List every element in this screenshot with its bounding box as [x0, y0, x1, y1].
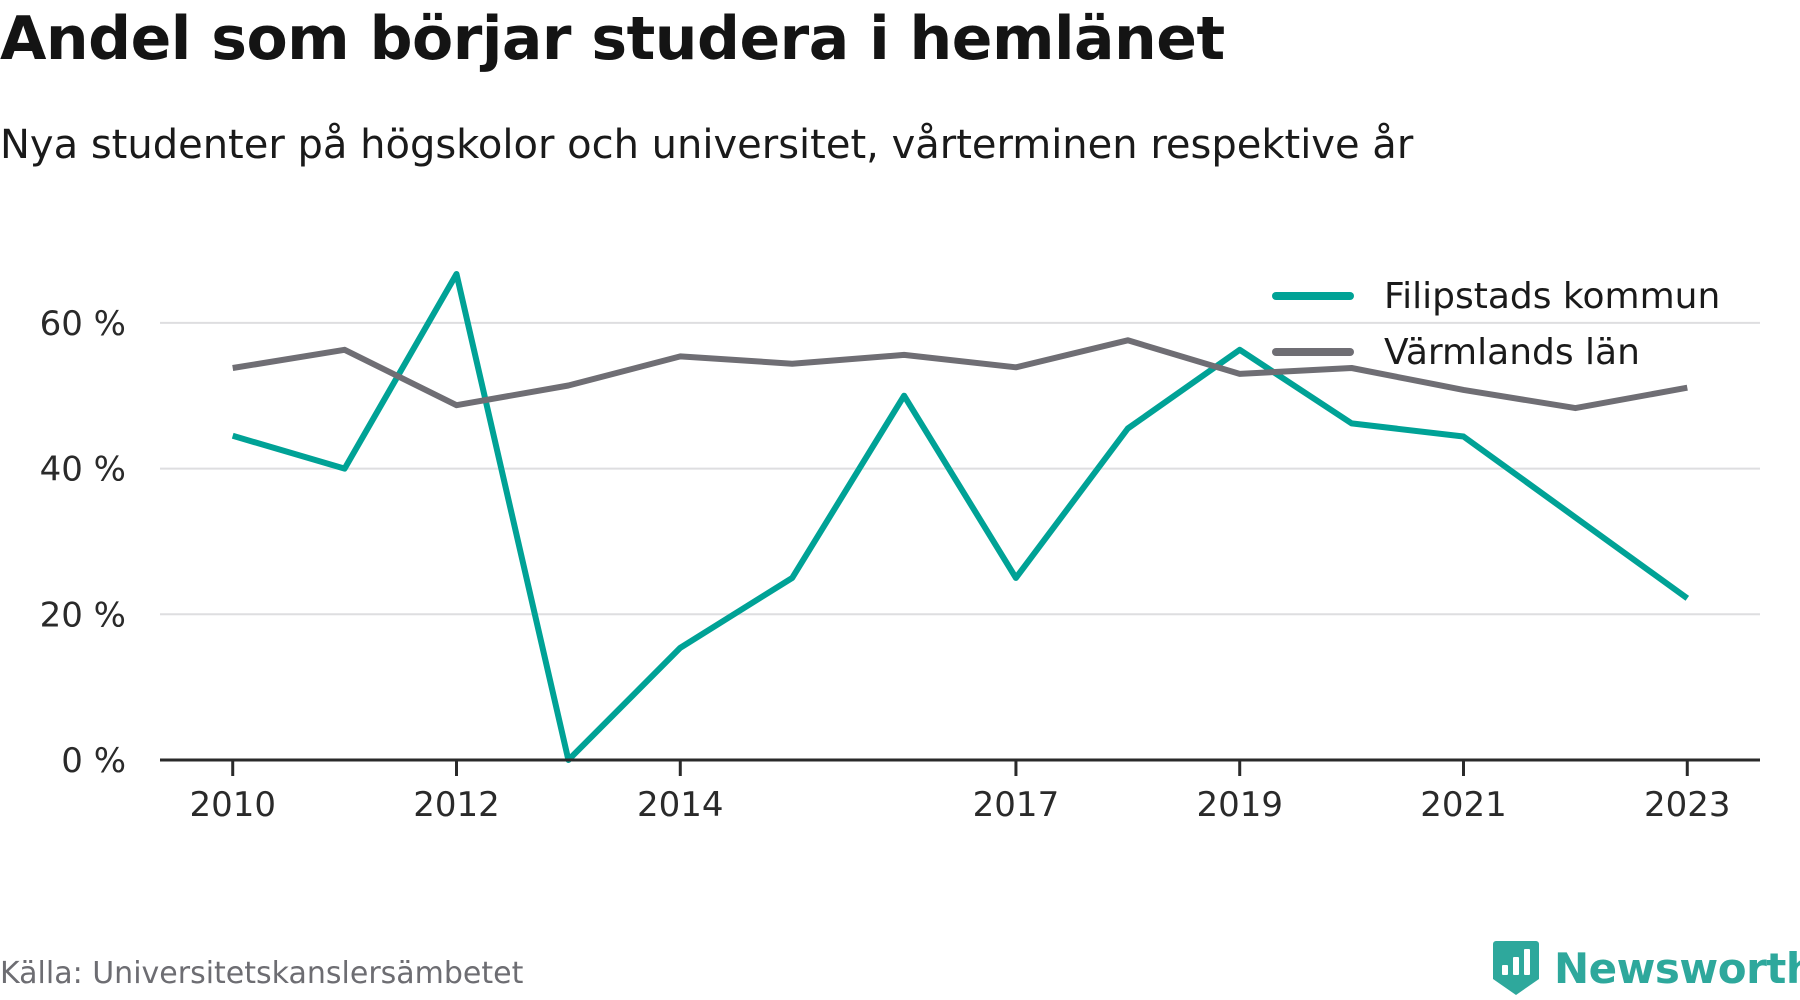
- x-tick-label: 2021: [1420, 785, 1507, 825]
- brand-logo: Newsworthy: [1492, 936, 1800, 1000]
- x-axis: 2010 2012 2014 2017 2019 2021 2023: [160, 758, 1760, 825]
- chart-title: Andel som börjar studera i hemlänet: [0, 4, 1225, 74]
- series-line-0: [231, 271, 1690, 763]
- y-axis-tick-labels: 0 % 20 % 40 % 60 %: [40, 304, 126, 781]
- legend-label-varmland: Värmlands län: [1384, 331, 1640, 373]
- brand-name: Newsworthy: [1554, 943, 1800, 993]
- chart-subtitle: Nya studenter på högskolor och universit…: [0, 122, 1414, 168]
- legend-swatch-varmland: [1272, 348, 1354, 356]
- series-line-1: [232, 337, 1688, 412]
- source-note: Källa: Universitetskanslersämbetet: [0, 956, 524, 991]
- x-tick-label: 2014: [637, 785, 724, 825]
- x-tick-label: 2017: [973, 785, 1060, 825]
- legend-item-filipstad: Filipstads kommun: [1272, 268, 1720, 324]
- y-tick-label: 20 %: [40, 595, 126, 635]
- x-tick-label: 2012: [413, 785, 500, 825]
- legend: Filipstads kommun Värmlands län: [1272, 268, 1720, 380]
- legend-swatch-filipstad: [1272, 292, 1354, 300]
- y-tick-label: 0 %: [61, 741, 126, 781]
- y-tick-label: 40 %: [40, 450, 126, 490]
- bar-chart-badge-icon: [1493, 941, 1539, 995]
- legend-label-filipstad: Filipstads kommun: [1384, 275, 1721, 317]
- x-tick-label: 2019: [1196, 785, 1283, 825]
- legend-item-varmland: Värmlands län: [1272, 324, 1720, 380]
- y-tick-label: 60 %: [40, 304, 126, 344]
- x-tick-label: 2010: [189, 785, 276, 825]
- x-tick-label: 2023: [1644, 785, 1731, 825]
- series-lines: [231, 271, 1690, 763]
